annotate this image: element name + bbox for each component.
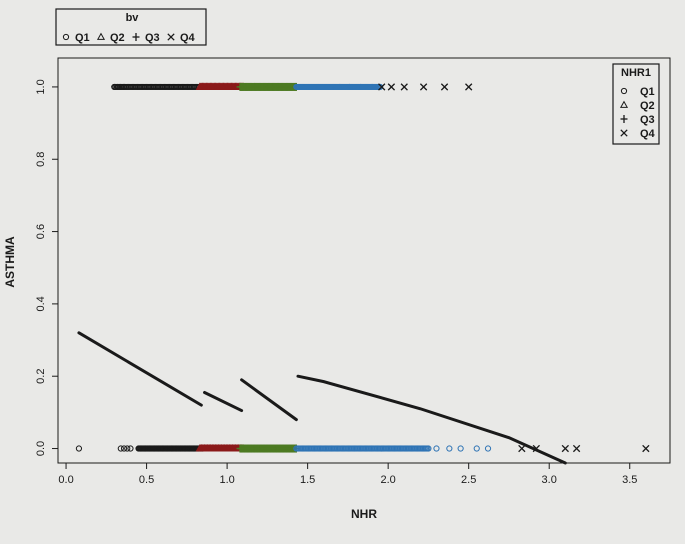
legend-label: Q2 [110,32,125,44]
legend-symbol-triangle [619,100,629,108]
y-tick-label: 1.0 [35,79,47,94]
legend-nhr1: NHR1 Q1 Q2 Q3 Q4 [612,63,660,145]
data-point [642,444,650,453]
y-axis-label: ASTHMA [3,236,17,288]
legend-bv-title: bv [126,12,140,24]
fit-line [77,331,203,407]
data-point [419,83,428,91]
fit-line [296,374,567,465]
data-point [120,445,128,452]
data-point [120,83,128,91]
x-tick-label: 1.0 [219,474,234,486]
data-point [473,445,480,452]
fit-lines [77,331,567,465]
x-axis: 0.0 0.5 1.0 1.5 2.0 2.5 3.0 3.5 [58,462,637,486]
legend-symbol-circle [620,87,628,95]
legend-label: Q2 [640,100,655,112]
legend-symbol-plus [132,33,140,41]
legend-symbol-circle [62,33,70,41]
legend-label: Q1 [640,86,655,98]
y-tick-label: 0.2 [35,369,47,384]
data-point [117,445,124,452]
data-point [124,445,131,452]
data-point [457,445,464,452]
fit-line [203,390,244,413]
legend-symbol-cross [620,129,628,137]
legend-nhr1-title: NHR1 [621,67,651,79]
x-axis-label: NHR [351,507,377,521]
x-tick-label: 2.0 [381,474,396,486]
x-tick-label: 0.5 [139,474,154,486]
data-point [357,83,364,91]
x-tick-label: 3.5 [622,474,637,486]
data-point [425,445,432,452]
y-axis: 0.0 0.2 0.4 0.6 0.8 1.0 [35,79,59,456]
data-point [561,444,569,453]
legend-label: Q4 [180,32,196,44]
x-tick-label: 0.0 [58,474,73,486]
legend-label: Q1 [75,32,90,44]
legend-label: Q3 [640,114,655,126]
data-points [75,82,650,453]
data-point [114,83,121,91]
y-tick-label: 0.4 [35,296,47,311]
x-tick-label: 2.5 [461,474,476,486]
x-tick-label: 3.0 [542,474,557,486]
legend-symbol-plus [620,115,628,123]
plot-frame [57,57,671,464]
data-point [387,83,396,91]
fit-line [240,378,298,422]
data-point [484,445,492,452]
legend-nhr1-box [612,63,660,145]
data-point [572,444,581,453]
data-point [346,83,353,91]
legend-label: Q3 [145,32,160,44]
data-point [127,445,134,452]
data-point [378,83,386,91]
x-tick-label: 1.5 [300,474,315,486]
legend-nhr1-entries: Q1 Q2 Q3 Q4 [619,86,656,140]
data-point [446,445,453,452]
y-tick-label: 0.6 [35,224,47,239]
data-point [433,445,440,452]
legend-bv-box [55,8,207,46]
data-point [465,83,473,91]
legend-bv-entries: Q1 Q2 Q3 Q4 [62,32,196,44]
data-point [400,83,408,91]
data-point [368,83,376,91]
data-point [440,83,449,91]
legend-symbol-triangle [96,32,106,40]
data-point [377,83,384,91]
data-point [336,83,343,91]
data-point [117,83,124,91]
y-tick-label: 0.8 [35,152,47,167]
legend-bv: bv Q1 Q2 Q3 Q4 [55,8,207,46]
legend-label: Q4 [640,128,656,140]
legend-symbol-cross [167,33,175,41]
data-point [111,83,118,91]
data-point [518,444,526,453]
data-point [75,445,83,452]
y-tick-label: 0.0 [35,441,47,456]
